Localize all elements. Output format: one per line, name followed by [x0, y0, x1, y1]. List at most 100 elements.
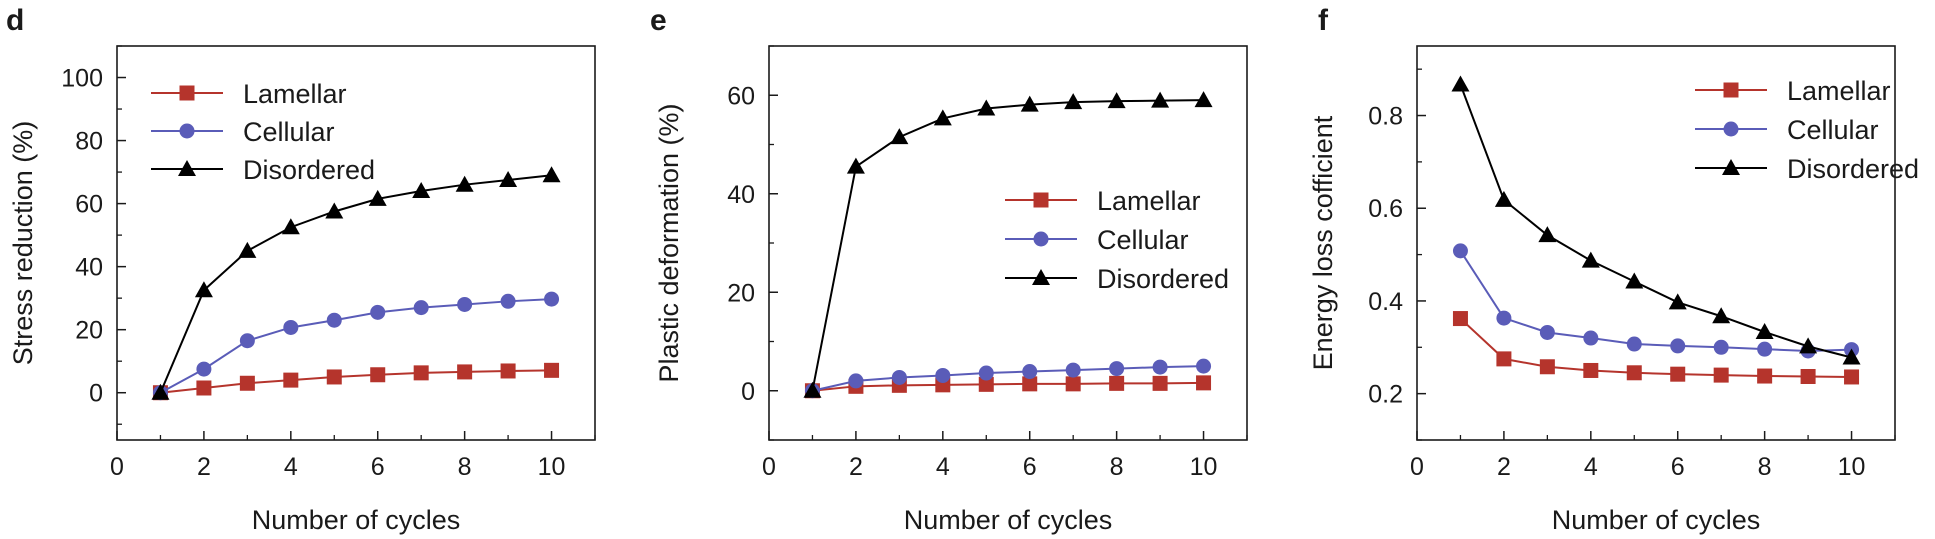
data-point-disordered: [1842, 348, 1861, 365]
x-tick-label: 0: [762, 453, 776, 481]
data-point-cellular: [1626, 336, 1642, 352]
data-point-lamellar: [1452, 311, 1468, 327]
data-point-disordered: [1194, 91, 1213, 108]
data-point-cellular: [326, 312, 342, 328]
data-point-lamellar: [283, 372, 299, 388]
y-tick-label: 40: [727, 181, 755, 209]
panel-letter: f: [1318, 4, 1329, 37]
data-point-disordered: [368, 189, 387, 206]
plot-frame: [1416, 45, 1896, 441]
data-point-disordered: [325, 202, 344, 219]
data-point-cellular: [1583, 330, 1599, 346]
x-tick-label: 0: [110, 453, 124, 481]
data-point-cellular: [1196, 358, 1212, 374]
data-point-disordered: [1625, 272, 1644, 289]
data-point-lamellar: [1757, 368, 1773, 384]
y-tick-label: 80: [75, 128, 103, 156]
data-point-cellular: [1022, 364, 1038, 380]
series-line-lamellar: [812, 381, 1204, 392]
y-tick-label: 0: [89, 380, 103, 408]
legend-label-lamellar: Lamellar: [243, 79, 347, 109]
x-tick-label: 8: [1110, 453, 1124, 481]
panel-f: f 0 2 4 6 8 10 0.2 0.4 0.6 0.8 Number of cycles Ener…: [1308, 4, 1919, 535]
data-point-cellular: [457, 296, 473, 312]
y-tick-label: 0: [741, 378, 755, 406]
legend-marker-cellular: [179, 123, 195, 139]
series-line-cellular: [812, 365, 1204, 392]
legend-marker-cellular: [1033, 231, 1049, 247]
data-point-disordered: [1107, 92, 1126, 109]
legend-marker-disordered: [1032, 269, 1050, 285]
legend-marker-lamellar: [1723, 82, 1739, 98]
x-tick-label: 4: [284, 453, 298, 481]
data-point-lamellar: [326, 369, 342, 385]
data-point-lamellar: [1196, 375, 1212, 391]
data-point-cellular: [500, 293, 516, 309]
legend-label-cellular: Cellular: [1787, 115, 1879, 145]
data-point-lamellar: [1626, 365, 1642, 381]
data-point-disordered: [455, 175, 474, 192]
legend-marker-disordered: [178, 160, 196, 176]
data-point-lamellar: [1713, 367, 1729, 383]
legend-label-lamellar: Lamellar: [1097, 186, 1201, 216]
x-tick-label: 10: [538, 453, 566, 481]
data-point-lamellar: [1109, 375, 1125, 391]
legend-label-disordered: Disordered: [243, 155, 375, 185]
y-axis-title: Plastic deformation (%): [654, 103, 684, 382]
series-line-lamellar: [160, 369, 552, 394]
data-point-cellular: [1065, 362, 1081, 378]
data-point-lamellar: [370, 367, 386, 383]
legend-marker-lamellar: [179, 85, 195, 101]
data-point-cellular: [1452, 243, 1468, 259]
series-line-disordered: [811, 99, 1204, 391]
data-point-disordered: [1538, 226, 1557, 243]
x-tick-label: 6: [371, 453, 385, 481]
data-point-lamellar: [1583, 362, 1599, 378]
data-point-cellular: [1496, 310, 1512, 326]
x-tick-label: 8: [458, 453, 472, 481]
data-point-lamellar: [457, 364, 473, 380]
data-point-lamellar: [413, 365, 429, 381]
panel-e: e 0 2 4 6 8 10 0 20 40 60 Number of cycles Plastic d…: [650, 4, 1248, 535]
y-tick-label: 0.4: [1368, 288, 1403, 316]
data-point-cellular: [848, 373, 864, 389]
data-point-cellular: [935, 367, 951, 383]
plot-frame: [116, 45, 596, 441]
data-point-cellular: [891, 369, 907, 385]
legend-label-lamellar: Lamellar: [1787, 76, 1891, 106]
y-tick-label: 20: [727, 279, 755, 307]
data-point-lamellar: [1065, 376, 1081, 392]
x-tick-label: 10: [1838, 453, 1866, 481]
data-point-disordered: [238, 241, 257, 258]
x-tick-label: 8: [1758, 453, 1772, 481]
data-point-disordered: [1451, 75, 1470, 92]
data-point-cellular: [1152, 359, 1168, 375]
x-tick-label: 10: [1190, 453, 1218, 481]
data-point-disordered: [803, 381, 822, 398]
x-tick-label: 0: [1410, 453, 1424, 481]
data-point-lamellar: [978, 376, 994, 392]
data-point-disordered: [281, 218, 300, 235]
data-point-lamellar: [1800, 368, 1816, 384]
legend-label-disordered: Disordered: [1787, 154, 1919, 184]
data-point-lamellar: [196, 380, 212, 396]
data-point-lamellar: [1539, 359, 1555, 375]
data-point-disordered: [1494, 190, 1513, 207]
data-point-cellular: [1539, 324, 1555, 340]
data-point-disordered: [1020, 95, 1039, 112]
legend-label-cellular: Cellular: [243, 117, 335, 147]
data-point-lamellar: [239, 375, 255, 391]
legend-marker-disordered: [1722, 159, 1740, 175]
legend-label-disordered: Disordered: [1097, 264, 1229, 294]
data-point-disordered: [1799, 337, 1818, 354]
y-tick-label: 40: [75, 254, 103, 282]
data-point-disordered: [1581, 251, 1600, 268]
y-axis-title: Energy loss cofficient: [1308, 115, 1338, 370]
data-point-disordered: [1712, 307, 1731, 324]
x-axis-title: Number of cycles: [252, 505, 461, 535]
data-point-lamellar: [1844, 369, 1860, 385]
data-point-lamellar: [1152, 375, 1168, 391]
data-point-disordered: [890, 128, 909, 145]
data-point-disordered: [194, 281, 213, 298]
